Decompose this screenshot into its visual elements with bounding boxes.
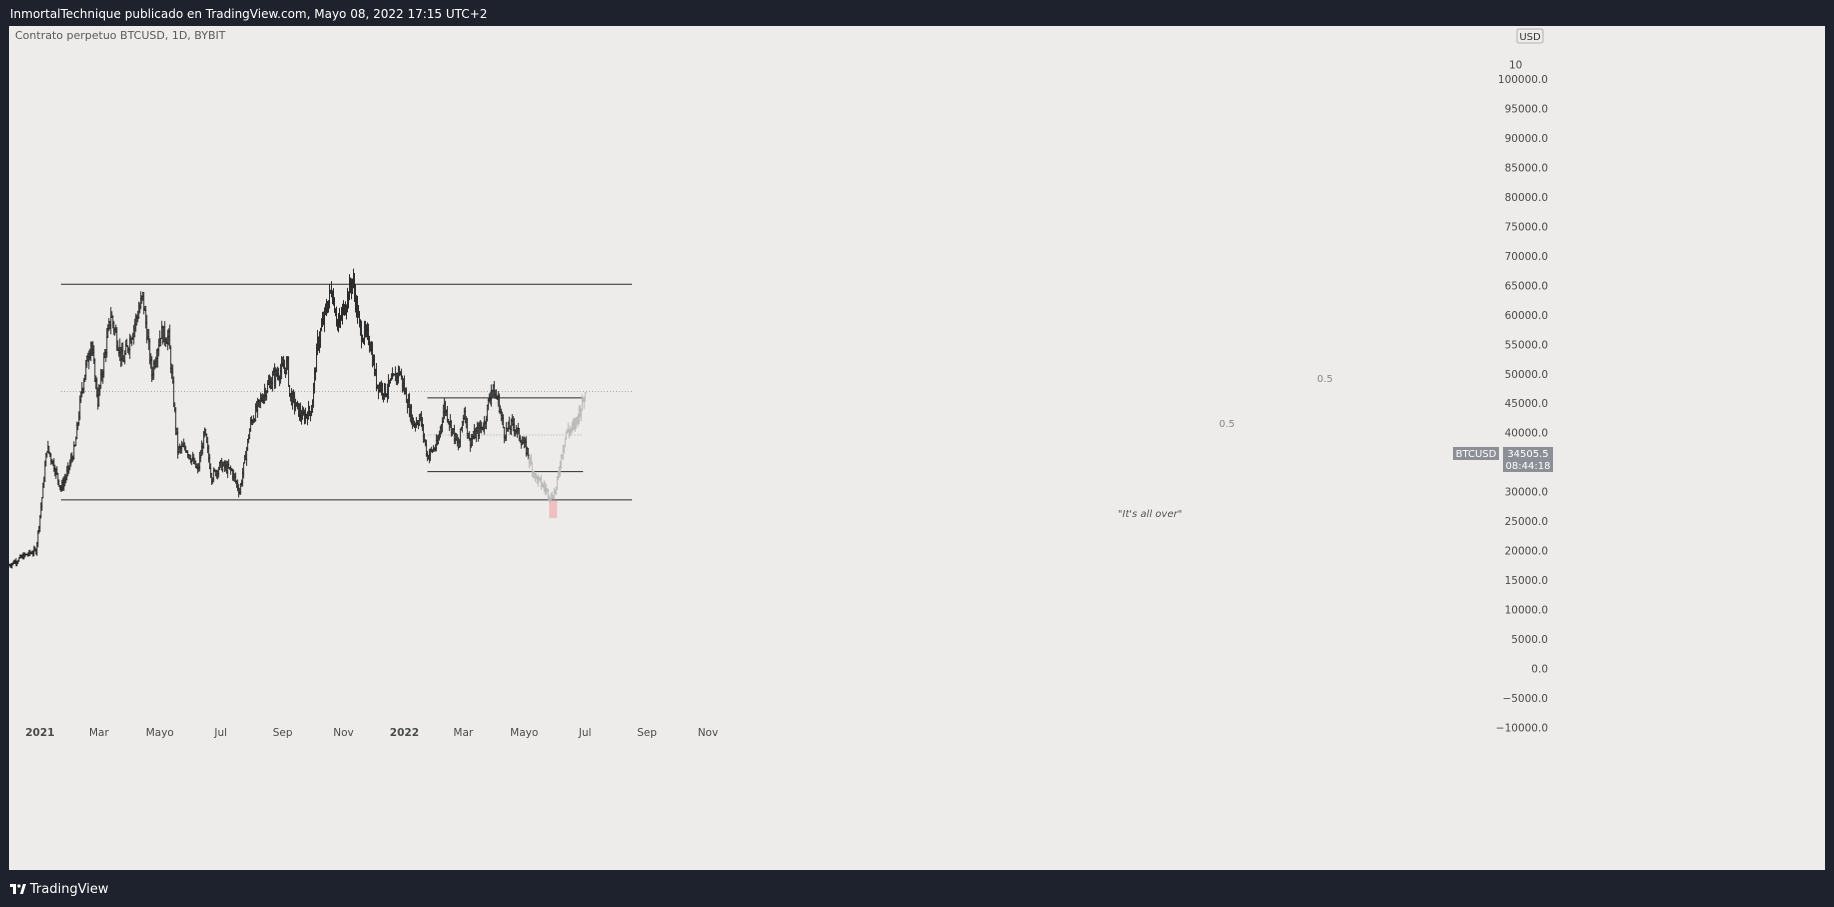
- y-tick-label: −5000.0: [1502, 693, 1548, 705]
- x-tick-label: Mayo: [146, 727, 174, 739]
- ohlc-bar: [109, 307, 113, 335]
- price-tag-symbol: BTCUSD: [1456, 449, 1497, 460]
- y-tick-label: 50000.0: [1505, 369, 1548, 381]
- x-tick-label: Mayo: [510, 727, 538, 739]
- y-tick-label: 100000.0: [1498, 74, 1548, 86]
- y-tick-label: 65000.0: [1505, 280, 1548, 292]
- fib-label-inner: 0.5: [1219, 419, 1235, 430]
- y-tick-label: 85000.0: [1505, 163, 1548, 175]
- y-tick-label: 80000.0: [1505, 192, 1548, 204]
- y-tick-label: 10000.0: [1505, 604, 1548, 616]
- projection-bars: [527, 392, 587, 504]
- price-tag-symbol-bg: [1453, 447, 1499, 460]
- y-tick-label: 60000.0: [1505, 310, 1548, 322]
- price-axis: 100000.0 95000.0 90000.0 85000.0 80000.0 7500…: [1496, 59, 1548, 734]
- tradingview-logo[interactable]: TradingView: [10, 880, 109, 898]
- y-tick-label: 55000.0: [1505, 339, 1548, 351]
- x-tick-label: Jul: [578, 727, 592, 739]
- y-tick-label: 15000.0: [1505, 575, 1548, 587]
- chart-panel[interactable]: 100000.0 95000.0 90000.0 85000.0 80000.0 7500…: [7, 26, 1825, 870]
- price-tag-countdown: 08:44:18: [1506, 461, 1551, 472]
- currency-label: USD: [1519, 32, 1541, 43]
- currency-badge[interactable]: [1516, 28, 1544, 44]
- y-tick-label: 95000.0: [1505, 104, 1548, 116]
- fib-label-outer: 0.5: [1317, 374, 1333, 385]
- highlight-box[interactable]: [549, 500, 558, 519]
- y-tick-label: 75000.0: [1505, 221, 1548, 233]
- price-chart[interactable]: 100000.0 95000.0 90000.0 85000.0 80000.0 7500…: [7, 26, 1825, 870]
- publisher-text: InmortalTechnique publicado en TradingVi…: [10, 7, 488, 21]
- publisher-header: InmortalTechnique publicado en TradingVi…: [0, 0, 1834, 26]
- x-tick-label: Sep: [637, 727, 657, 739]
- y-tick-label: 70000.0: [1505, 251, 1548, 263]
- y-tick-label: 30000.0: [1505, 487, 1548, 499]
- x-tick-label: Jul: [213, 727, 227, 739]
- x-tick-label: Sep: [273, 727, 293, 739]
- y-tick-label: 25000.0: [1505, 516, 1548, 528]
- ohlc-bars: [7, 268, 530, 569]
- y-tick-label: 45000.0: [1505, 398, 1548, 410]
- y-tick-label: −10000.0: [1496, 722, 1548, 734]
- tradingview-icon: [10, 884, 26, 894]
- brand-name: TradingView: [30, 881, 109, 897]
- y-tick-label: 0.0: [1531, 663, 1548, 675]
- x-tick-label: Nov: [698, 727, 719, 739]
- x-tick-label: Mar: [89, 727, 109, 739]
- symbol-title: Contrato perpetuo BTCUSD, 1D, BYBIT: [15, 29, 226, 42]
- time-axis: 2021 Mar Mayo Jul Sep Nov 2022 Mar Mayo Jul Sep Nov: [25, 727, 718, 739]
- ohlc-bar: [526, 448, 530, 460]
- x-tick-label: Nov: [333, 727, 354, 739]
- x-tick-label: Mar: [453, 727, 473, 739]
- drawn-levels: [60, 283, 633, 519]
- x-tick-label: 2021: [25, 727, 54, 739]
- y-tick-label: 5000.0: [1511, 634, 1548, 646]
- y-tick-label: 20000.0: [1505, 546, 1548, 558]
- price-tag-value: 34505.5: [1507, 449, 1548, 460]
- price-tag: BTCUSD 34505.5 08:44:18: [1453, 447, 1553, 472]
- price-tag-value-bg: [1503, 447, 1553, 472]
- projection-bar: [583, 392, 587, 402]
- footer-bar: TradingView: [0, 870, 1834, 907]
- annotation-text: "It's all over": [1118, 509, 1182, 520]
- y-tick-label: 40000.0: [1505, 428, 1548, 440]
- y-tick-label: 90000.0: [1505, 133, 1548, 145]
- y-tick-label-partial: 10: [1509, 59, 1522, 71]
- x-tick-label: 2022: [390, 727, 419, 739]
